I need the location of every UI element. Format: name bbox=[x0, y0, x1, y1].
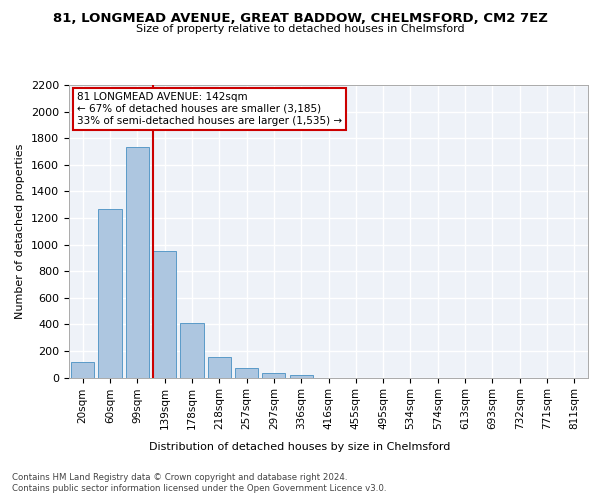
Bar bbox=[235, 368, 258, 378]
Text: Size of property relative to detached houses in Chelmsford: Size of property relative to detached ho… bbox=[136, 24, 464, 34]
Bar bbox=[290, 375, 313, 378]
Bar bbox=[262, 373, 286, 378]
Text: Distribution of detached houses by size in Chelmsford: Distribution of detached houses by size … bbox=[149, 442, 451, 452]
Bar bbox=[181, 323, 203, 378]
Bar bbox=[125, 148, 149, 378]
Bar bbox=[153, 251, 176, 378]
Text: Contains public sector information licensed under the Open Government Licence v3: Contains public sector information licen… bbox=[12, 484, 386, 493]
Text: 81, LONGMEAD AVENUE, GREAT BADDOW, CHELMSFORD, CM2 7EZ: 81, LONGMEAD AVENUE, GREAT BADDOW, CHELM… bbox=[53, 12, 547, 26]
Bar bbox=[98, 210, 122, 378]
Text: Contains HM Land Registry data © Crown copyright and database right 2024.: Contains HM Land Registry data © Crown c… bbox=[12, 472, 347, 482]
Y-axis label: Number of detached properties: Number of detached properties bbox=[16, 144, 25, 319]
Bar bbox=[208, 357, 231, 378]
Bar bbox=[71, 362, 94, 378]
Text: 81 LONGMEAD AVENUE: 142sqm
← 67% of detached houses are smaller (3,185)
33% of s: 81 LONGMEAD AVENUE: 142sqm ← 67% of deta… bbox=[77, 92, 342, 126]
